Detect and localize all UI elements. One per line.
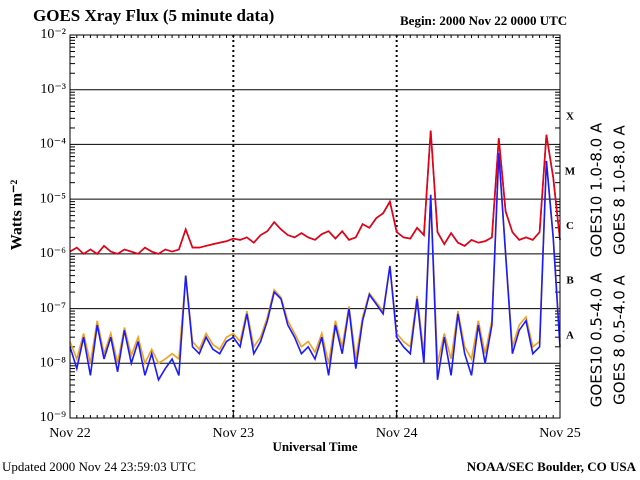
y-tick-label: 10⁻⁷ xyxy=(40,301,66,316)
y-tick-label: 10⁻⁵ xyxy=(40,191,66,206)
flare-class-label: M xyxy=(565,165,576,177)
y-tick-label: 10⁻⁴ xyxy=(40,137,66,152)
legend-label: GOES10 0.5-4.0 A xyxy=(588,272,606,407)
y-axis-label: Watts m⁻² xyxy=(9,180,26,251)
x-tick-label: Nov 25 xyxy=(539,426,581,441)
flare-class-label: C xyxy=(566,220,574,232)
x-tick-label: Nov 24 xyxy=(376,426,418,441)
y-tick-label: 10⁻³ xyxy=(40,82,66,97)
y-tick-label: 10⁻² xyxy=(40,27,66,42)
flare-class-label: A xyxy=(566,329,574,341)
legend-label: GOES 8 0.5-4.0 A xyxy=(611,274,629,404)
x-axis-label: Universal Time xyxy=(272,439,357,454)
footer-right: NOAA/SEC Boulder, CO USA xyxy=(467,459,637,474)
y-tick-label: 10⁻⁸ xyxy=(40,356,66,371)
series-line xyxy=(69,130,561,255)
chart-title: GOES Xray Flux (5 minute data) xyxy=(33,6,274,25)
legend-label: GOES10 1.0-8.0 A xyxy=(588,122,606,257)
series-line xyxy=(69,152,561,382)
x-tick-label: Nov 23 xyxy=(213,426,255,441)
x-tick-label: Nov 22 xyxy=(49,426,91,441)
legend-label: GOES 8 1.0-8.0 A xyxy=(611,124,629,254)
chart-subtitle: Begin: 2000 Nov 22 0000 UTC xyxy=(400,13,567,28)
series-line xyxy=(69,152,561,366)
footer-left: Updated 2000 Nov 24 23:59:03 UTC xyxy=(2,459,196,474)
y-tick-label: 10⁻⁶ xyxy=(40,246,66,261)
flare-class-label: B xyxy=(566,275,574,287)
flare-class-label: X xyxy=(566,111,574,123)
y-tick-label: 10⁻⁹ xyxy=(40,410,66,425)
plot-frame xyxy=(69,34,561,419)
